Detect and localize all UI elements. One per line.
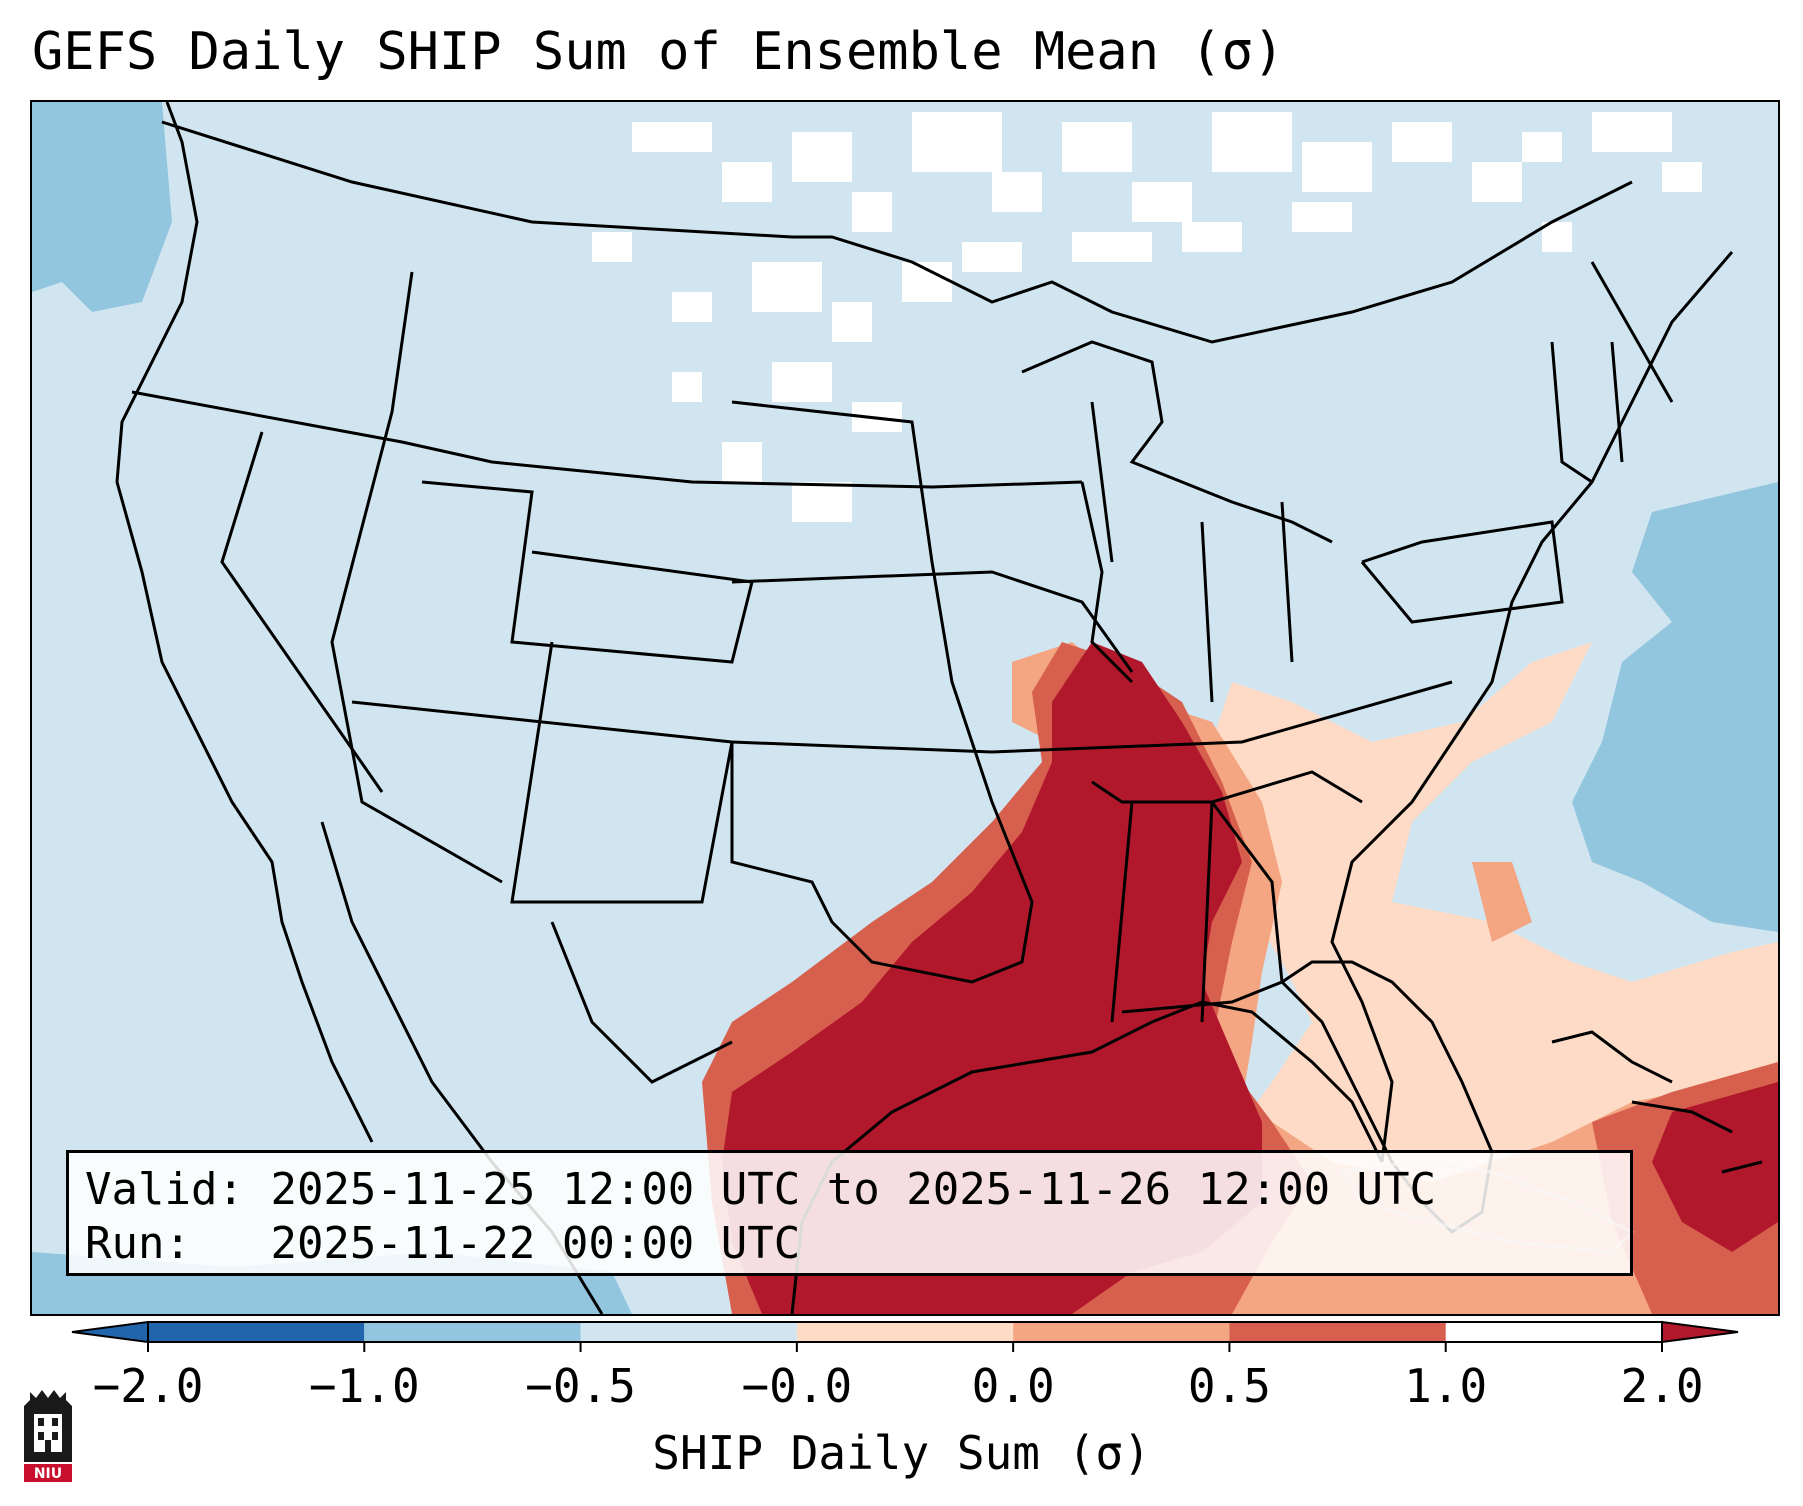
state-line bbox=[1091, 770, 1363, 1023]
east-coast bbox=[1330, 251, 1734, 1163]
colorbar-tick-label: −1.0 bbox=[309, 1359, 420, 1413]
colorbar-segment bbox=[1229, 1322, 1446, 1342]
state-line bbox=[220, 431, 384, 793]
state-line bbox=[421, 480, 754, 664]
colorbar-label: SHIP Daily Sum (σ) bbox=[652, 1426, 1151, 1480]
state-line bbox=[730, 400, 1034, 984]
near-zero-region bbox=[212, 102, 1702, 522]
map-title: GEFS Daily SHIP Sum of Ensemble Mean (σ) bbox=[32, 22, 1285, 82]
colorbar-tick-label: 0.5 bbox=[1188, 1359, 1271, 1413]
state-line bbox=[731, 570, 1134, 673]
choropleth-map bbox=[32, 102, 1778, 1314]
colorbar-segment bbox=[796, 1322, 1014, 1342]
state-line bbox=[351, 680, 1453, 754]
colorbar-segment bbox=[364, 1322, 581, 1342]
colorbar-tick-label: 2.0 bbox=[1620, 1359, 1703, 1413]
valid-value: 2025-11-25 12:00 UTC to 2025-11-26 12:00… bbox=[270, 1164, 1437, 1215]
canada-border bbox=[161, 120, 1633, 344]
state-line bbox=[131, 390, 1083, 489]
colorbar-extend-low bbox=[71, 1320, 149, 1344]
run-value: 2025-11-22 00:00 UTC bbox=[270, 1218, 801, 1269]
colorbar-extend-high bbox=[1661, 1320, 1739, 1344]
map-panel bbox=[30, 100, 1780, 1316]
colorbar-tick-label: −2.0 bbox=[93, 1359, 204, 1413]
caribbean-islands bbox=[1551, 1030, 1763, 1174]
state-line bbox=[510, 641, 734, 904]
run-line: Run: 2025-11-22 00:00 UTC bbox=[85, 1217, 1630, 1271]
colorbar-ticks: −2.0 −1.0 −0.5 −0.0 0.0 0.5 1.0 2.0 bbox=[93, 1342, 1704, 1413]
colorbar-segments bbox=[71, 1320, 1739, 1344]
colorbar-segment bbox=[580, 1322, 797, 1342]
logo-text: NIU bbox=[34, 1466, 62, 1482]
state-line bbox=[1360, 520, 1564, 624]
valid-line: Valid: 2025-11-25 12:00 UTC to 2025-11-2… bbox=[85, 1163, 1630, 1217]
run-label: Run: bbox=[85, 1218, 191, 1269]
valid-run-info-box: Valid: 2025-11-25 12:00 UTC to 2025-11-2… bbox=[66, 1150, 1633, 1276]
state-line bbox=[330, 271, 503, 884]
colorbar-tick-label: −0.5 bbox=[525, 1359, 636, 1413]
colorbar-tick-label: 1.0 bbox=[1404, 1359, 1487, 1413]
colorbar-outline bbox=[147, 1321, 1663, 1343]
colorbar-tick-label: −0.0 bbox=[741, 1359, 852, 1413]
state-line bbox=[550, 921, 733, 1084]
colorbar-segment bbox=[148, 1322, 365, 1342]
niu-logo: NIU bbox=[24, 1390, 72, 1482]
state-line bbox=[1550, 261, 1674, 484]
great-lakes bbox=[1021, 340, 1333, 563]
extreme-positive-region bbox=[722, 642, 1778, 1314]
west-coast bbox=[115, 102, 374, 1143]
colorbar-segment bbox=[1013, 1322, 1230, 1342]
colorbar: −2.0 −1.0 −0.5 −0.0 0.0 0.5 1.0 2.0 bbox=[71, 1320, 1739, 1413]
valid-label: Valid: bbox=[85, 1164, 244, 1215]
colorbar-tick-label: 0.0 bbox=[972, 1359, 1055, 1413]
state-line bbox=[1080, 481, 1294, 703]
